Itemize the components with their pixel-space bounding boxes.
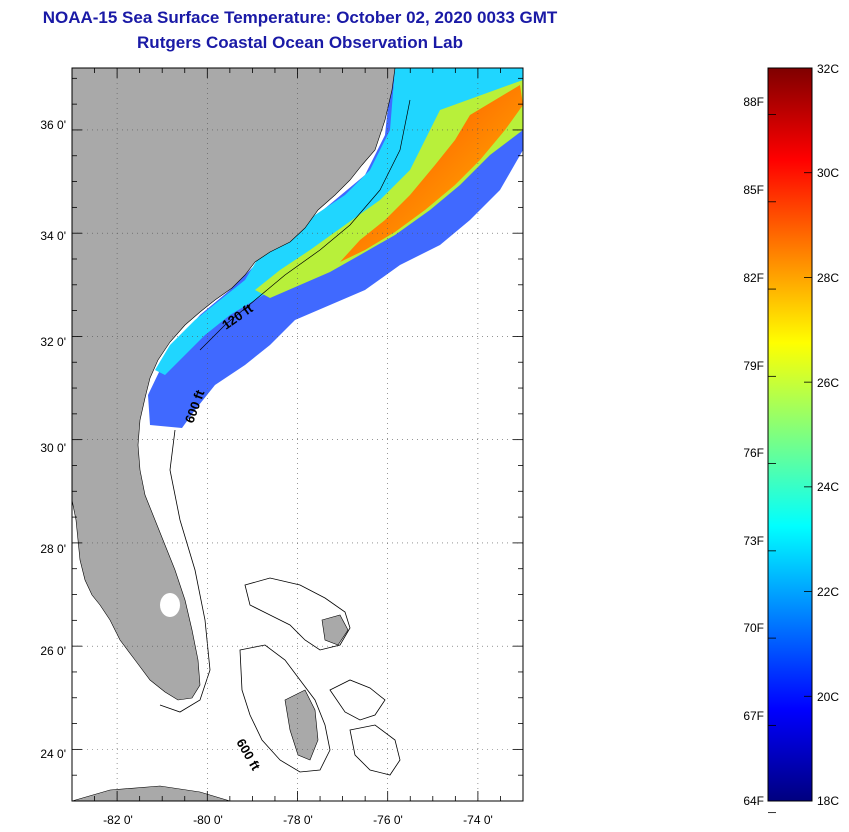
lon-label: -80 0'	[193, 813, 223, 827]
lat-label: 34 0'	[40, 229, 66, 243]
colorbar	[767, 67, 813, 802]
colorbar-celsius-label: 24C	[817, 480, 839, 494]
colorbar-fahrenheit-label: 64F	[743, 794, 764, 808]
colorbar-fahrenheit-label: 85F	[743, 183, 764, 197]
depth-contour	[199, 99, 411, 351]
bahamas-island	[284, 689, 319, 761]
lon-label: -74 0'	[463, 813, 493, 827]
lon-label: -76 0'	[373, 813, 403, 827]
bahamas-bank-outline	[244, 577, 351, 651]
depth-contour	[159, 429, 211, 713]
sst-swath	[148, 68, 523, 428]
map-content	[72, 68, 523, 801]
latitude-labels: 36 0' 34 0' 32 0' 30 0' 28 0' 26 0' 24 0…	[40, 118, 66, 761]
lat-label: 36 0'	[40, 118, 66, 132]
colorbar-celsius-label: 32C	[817, 62, 839, 76]
colorbar-celsius-label: 26C	[817, 376, 839, 390]
colorbar-celsius-label: 18C	[817, 794, 839, 808]
lake-okeechobee	[160, 593, 180, 617]
graticule	[72, 68, 523, 801]
colorbar-fahrenheit-label: 88F	[743, 95, 764, 109]
colorbar-celsius-label: 22C	[817, 585, 839, 599]
colorbar-fahrenheit-label: 79F	[743, 359, 764, 373]
colorbar-fahrenheit-label: 73F	[743, 534, 764, 548]
lon-label: -78 0'	[283, 813, 313, 827]
land-mainland	[72, 68, 396, 701]
lon-label: -82 0'	[103, 813, 133, 827]
bahamas-island	[321, 614, 349, 646]
bahamas-bank-outline	[349, 724, 401, 776]
colorbar-celsius-label: 30C	[817, 166, 839, 180]
map-ticks	[71, 68, 524, 802]
colorbar-fahrenheit-label: 76F	[743, 446, 764, 460]
colorbar-fahrenheit-label: 82F	[743, 271, 764, 285]
sst-band-mid	[255, 80, 523, 298]
colorbar-ticks	[768, 67, 812, 814]
colorbar-fahrenheit-label: 67F	[743, 709, 764, 723]
colorbar-celsius-label: 20C	[817, 690, 839, 704]
longitude-labels: -82 0' -80 0' -78 0' -76 0' -74 0'	[103, 813, 493, 827]
colorbar-celsius-labels: 32C 30C 28C 26C 24C 22C 20C 18C	[817, 62, 839, 808]
lat-label: 32 0'	[40, 335, 66, 349]
land-cuba	[72, 785, 231, 801]
colorbar-fahrenheit-label: 70F	[743, 621, 764, 635]
bahamas-bank-outline	[329, 679, 386, 721]
sst-band-gulf-stream	[340, 85, 523, 262]
colorbar-fahrenheit-labels: 88F 85F 82F 79F 76F 73F 70F 67F 64F	[743, 95, 764, 808]
lat-label: 26 0'	[40, 644, 66, 658]
colorbar-celsius-label: 28C	[817, 271, 839, 285]
bahamas-bank-outline	[239, 644, 331, 773]
figure-title: NOAA-15 Sea Surface Temperature: October…	[42, 8, 558, 27]
lat-label: 28 0'	[40, 542, 66, 556]
lat-label: 24 0'	[40, 747, 66, 761]
lat-label: 30 0'	[40, 441, 66, 455]
figure-subtitle: Rutgers Coastal Ocean Observation Lab	[137, 33, 463, 52]
